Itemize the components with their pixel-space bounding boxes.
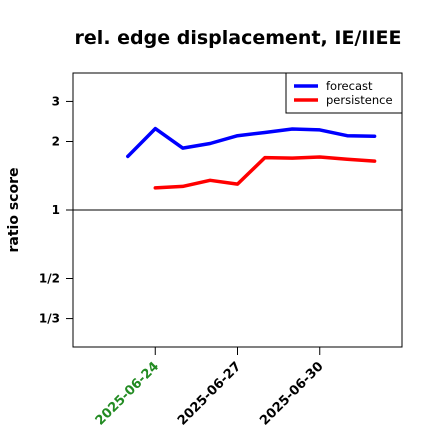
data-point-forecast xyxy=(126,155,130,158)
y-tick-label: 1/3 xyxy=(39,312,60,326)
data-point-persistence xyxy=(208,179,212,182)
data-point-persistence xyxy=(373,159,376,163)
data-point-forecast xyxy=(154,127,157,130)
plot-area: 1/3 1/2 1 2 3 2025-06-24 2025-06-27 2025-06-30 xyxy=(39,72,403,429)
series-line-persistence xyxy=(153,155,377,190)
y-axis-label: ratio score xyxy=(6,168,22,253)
data-point-forecast xyxy=(236,134,239,137)
legend-box xyxy=(285,72,403,114)
series-line-forecast xyxy=(126,126,377,159)
y-tick-label: 3 xyxy=(52,94,60,108)
chart-title: rel. edge displacement, IE/IIEE xyxy=(75,27,402,49)
data-point-forecast xyxy=(345,134,349,137)
data-point-forecast xyxy=(181,146,184,150)
data-point-forecast xyxy=(318,128,321,132)
legend-label-forecast: forecast xyxy=(326,79,373,93)
data-point-persistence xyxy=(181,185,184,188)
data-point-persistence xyxy=(291,156,294,160)
legend-label-persistence: persistence xyxy=(326,93,393,107)
data-point-forecast xyxy=(263,131,267,134)
data-point-forecast xyxy=(291,127,294,131)
x-tick-label: 2025-06-24 xyxy=(93,359,162,428)
y-tick-label: 2 xyxy=(52,135,60,149)
x-tick-label: 2025-06-27 xyxy=(175,359,244,428)
data-point-persistence xyxy=(236,182,239,186)
y-tick-label: 1 xyxy=(52,203,60,217)
data-point-persistence xyxy=(263,156,267,159)
data-point-persistence xyxy=(345,158,349,161)
data-point-forecast xyxy=(208,142,212,145)
data-point-forecast xyxy=(373,135,376,138)
x-tick-label: 2025-06-30 xyxy=(257,359,326,428)
data-point-persistence xyxy=(318,155,321,159)
y-tick-label: 1/2 xyxy=(39,272,60,286)
data-point-persistence xyxy=(154,186,157,190)
